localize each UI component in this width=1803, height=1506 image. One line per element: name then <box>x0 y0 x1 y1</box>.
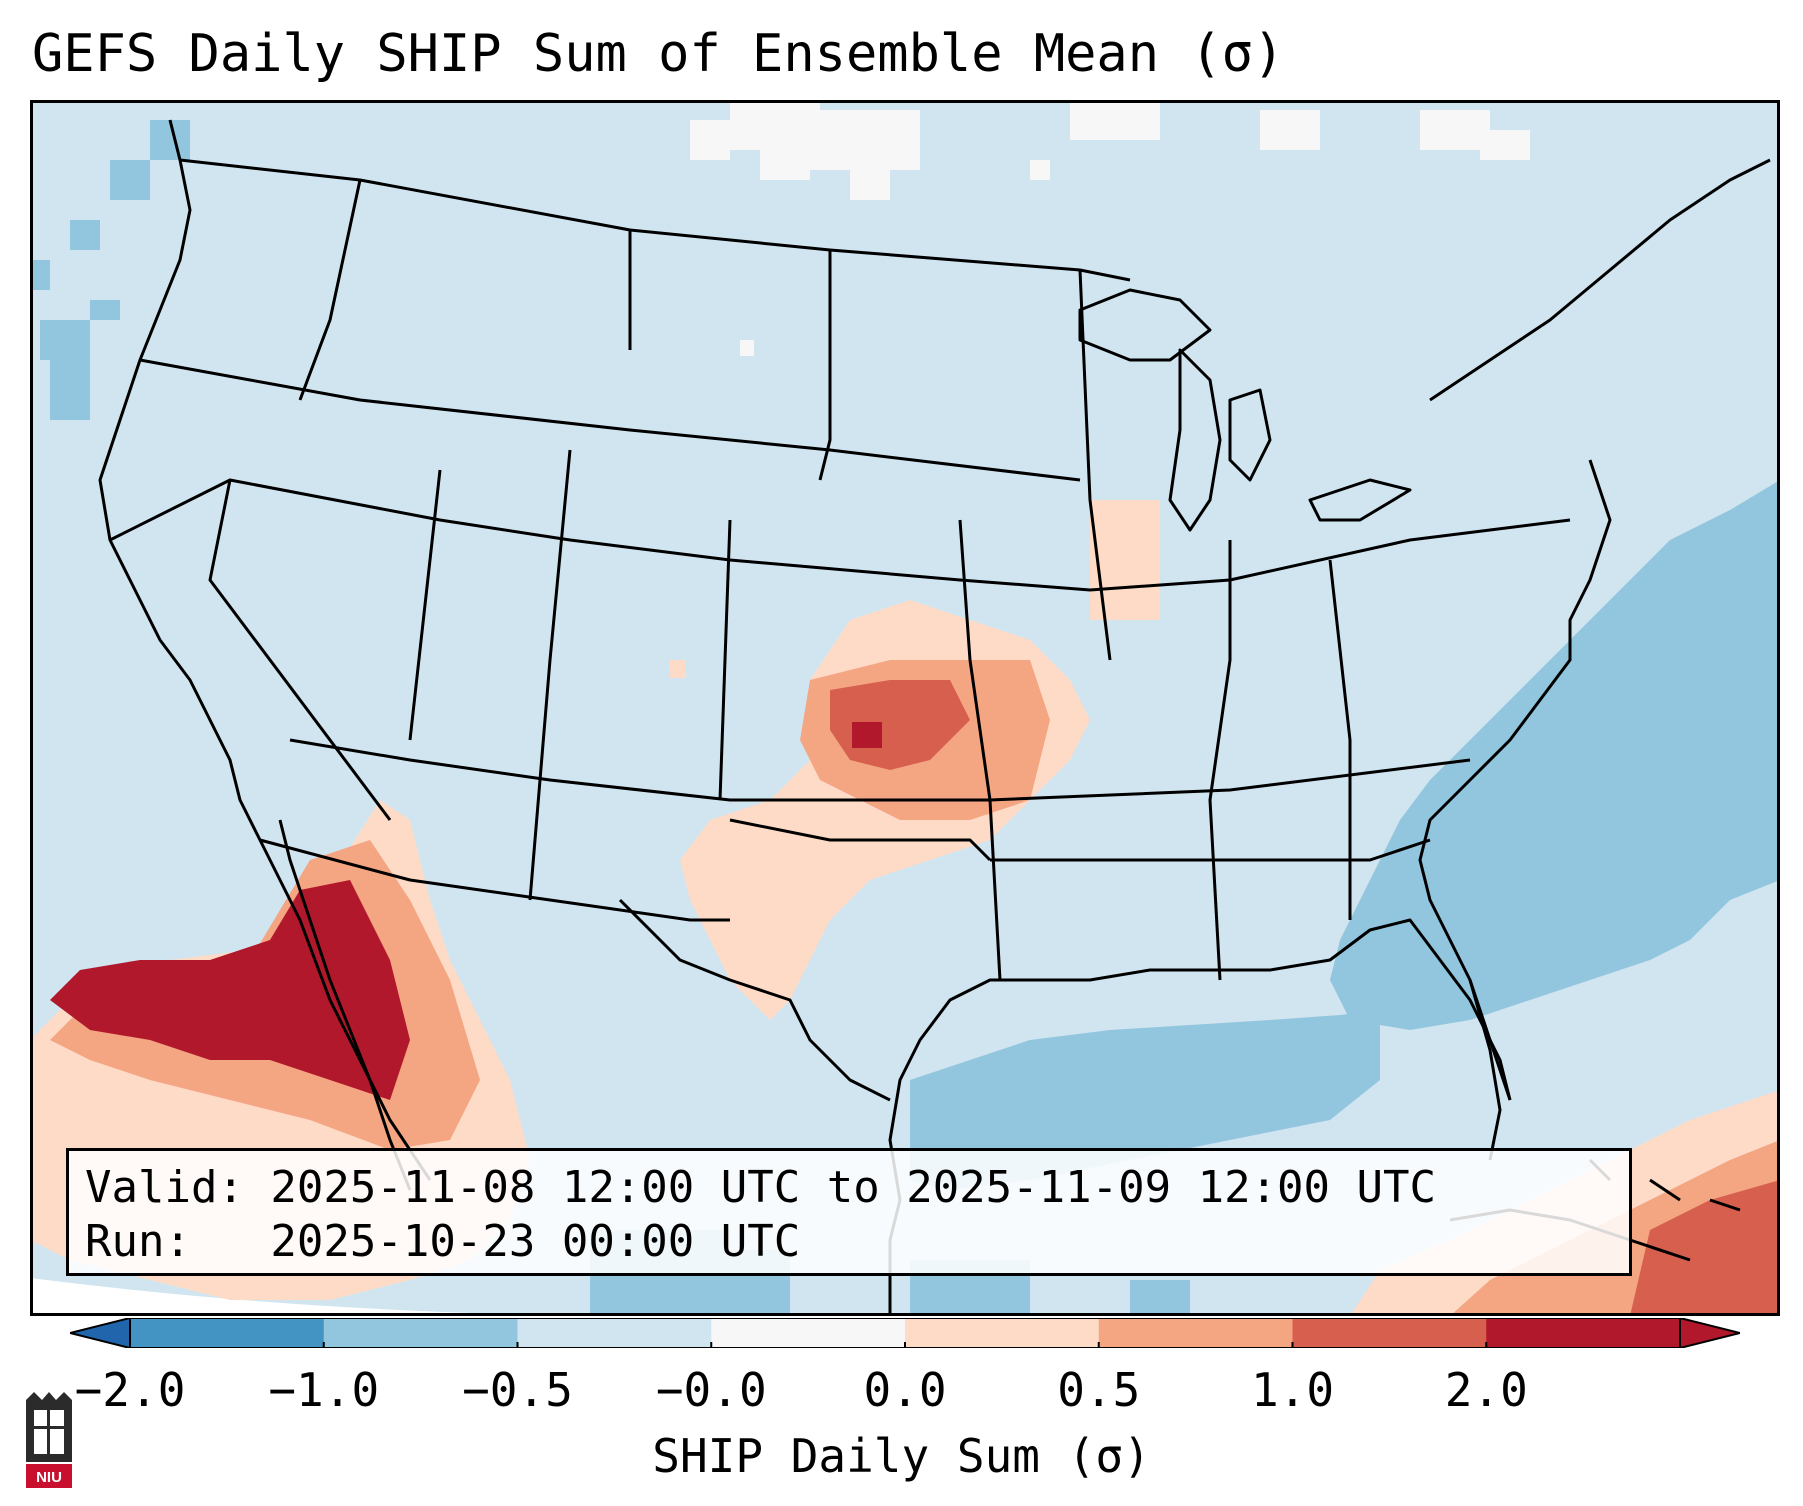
colorbar-label: SHIP Daily Sum (σ) <box>652 1429 1151 1483</box>
colorbar-segment <box>323 1318 518 1348</box>
valid-time-text: Valid: 2025-11-08 12:00 UTC to 2025-11-0… <box>85 1162 1437 1213</box>
chart-title: GEFS Daily SHIP Sum of Ensemble Mean (σ) <box>32 24 1285 84</box>
colorbar-segment <box>517 1318 712 1348</box>
white-patches-north <box>690 100 1530 356</box>
negative-anomaly-pacific <box>30 120 190 420</box>
run-time-text: Run: 2025-10-23 00:00 UTC <box>85 1216 801 1267</box>
colorbar-tick-label-4: 0.0 <box>863 1363 947 1417</box>
colorbar-segment <box>1486 1318 1681 1348</box>
colorbar-extend-low <box>70 1318 131 1348</box>
coastlines-and-borders <box>98 119 1771 1316</box>
colorbar-tick-label-3: −0.0 <box>655 1363 767 1417</box>
niu-logo-text: NIU <box>36 1469 62 1486</box>
projection-outside-left <box>30 1278 650 1316</box>
colorbar-segment <box>905 1318 1100 1348</box>
colorbar-segment <box>711 1318 906 1348</box>
colorbar-tick-label-5: 0.5 <box>1057 1363 1141 1417</box>
colorbar-tick-label-7: 2.0 <box>1444 1363 1528 1417</box>
colorbar-extend-high <box>1679 1318 1740 1348</box>
colorbar-tick-label-0: −2.0 <box>74 1363 186 1417</box>
map-frame <box>30 100 1780 1316</box>
negative-anomaly-gulf <box>910 1010 1380 1190</box>
map-panel <box>30 100 1780 1316</box>
valid-run-info-box: Valid: 2025-11-08 12:00 UTC to 2025-11-0… <box>66 1148 1632 1276</box>
colorbar-segment <box>130 1318 325 1348</box>
colorbar <box>70 1318 1740 1348</box>
negative-anomaly-atlantic <box>1330 480 1780 1030</box>
niu-logo: NIU <box>26 1392 72 1488</box>
colorbar-segment <box>1292 1318 1487 1348</box>
colorbar-frame <box>129 1318 1681 1348</box>
colorbar-tick-label-6: 1.0 <box>1250 1363 1335 1417</box>
colorbar-tick-label-1: −1.0 <box>268 1363 380 1417</box>
colorbar-segment <box>1098 1318 1293 1348</box>
colorbar-tick-label-2: −0.5 <box>462 1363 573 1417</box>
